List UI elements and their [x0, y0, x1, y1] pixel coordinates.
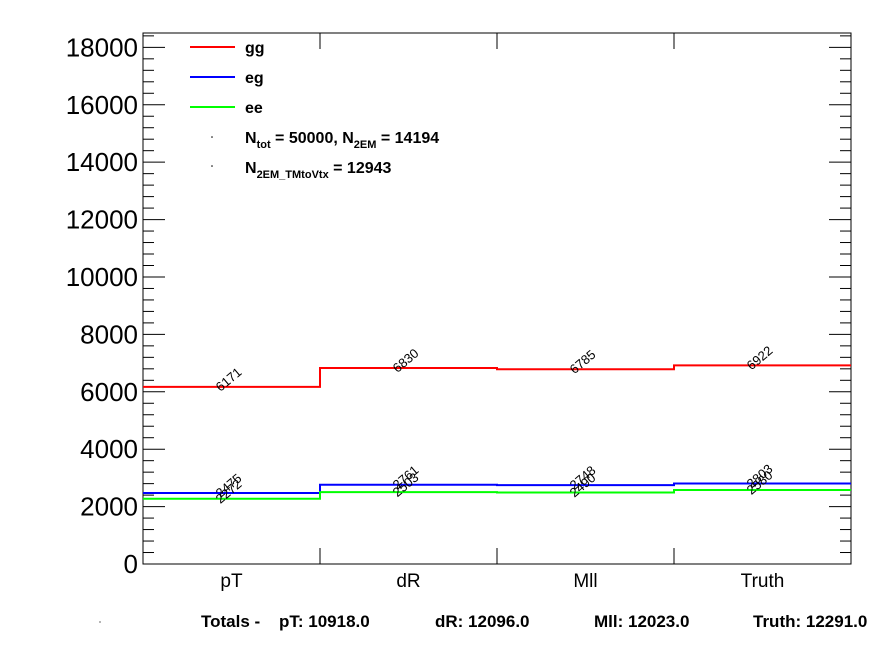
legend-label-eg: eg: [245, 70, 264, 87]
x-category-label: pT: [220, 571, 243, 592]
series-line-gg: [143, 364, 851, 388]
stats-line-2: N2EM_TMtoVtx = 12943: [245, 160, 392, 181]
totals-prefix: Totals -: [201, 612, 261, 631]
legend-label-ee: ee: [245, 100, 263, 117]
series-lines: [143, 364, 851, 500]
x-category-label: Truth: [741, 571, 785, 592]
data-label-gg: 6785: [567, 347, 599, 377]
x-category-label: dR: [396, 571, 420, 592]
x-category-label: Mll: [573, 571, 597, 592]
y-tick-label: 14000: [66, 147, 138, 177]
stats-line-1: Ntot = 50000, N2EM = 14194: [245, 130, 439, 151]
y-tick-label: 0: [124, 549, 138, 579]
data-label-gg: 6171: [213, 364, 245, 394]
totals-mll: Mll: 12023.0: [594, 612, 690, 631]
y-tick-label: 8000: [80, 319, 138, 349]
series-line-ee: [143, 488, 851, 500]
y-axis: 0 2000 4000 6000 8000 10000 12000 14000 16000 180…: [66, 32, 851, 579]
legend-marker-stats1: [211, 136, 213, 138]
legend-label-gg: gg: [245, 40, 265, 57]
data-label-gg: 6922: [744, 343, 776, 373]
totals-truth: Truth: 12291.0: [753, 612, 868, 631]
y-tick-label: 4000: [80, 434, 138, 464]
data-label-gg: 6830: [390, 345, 422, 375]
totals-dr: dR: 12096.0: [435, 612, 530, 631]
y-tick-label: 2000: [80, 492, 138, 522]
y-tick-label: 6000: [80, 377, 138, 407]
totals-pt: pT: 10918.0: [279, 612, 370, 631]
y-tick-label: 12000: [66, 205, 138, 235]
x-axis: pT dR Mll Truth: [220, 33, 784, 592]
y-tick-label: 10000: [66, 262, 138, 292]
y-tick-label: 18000: [66, 32, 138, 62]
legend: gg eg ee Ntot = 50000, N2EM = 14194 N2EM…: [190, 40, 439, 181]
y-tick-label: 16000: [66, 90, 138, 120]
totals-marker: [99, 621, 101, 623]
legend-marker-stats2: [211, 165, 213, 167]
